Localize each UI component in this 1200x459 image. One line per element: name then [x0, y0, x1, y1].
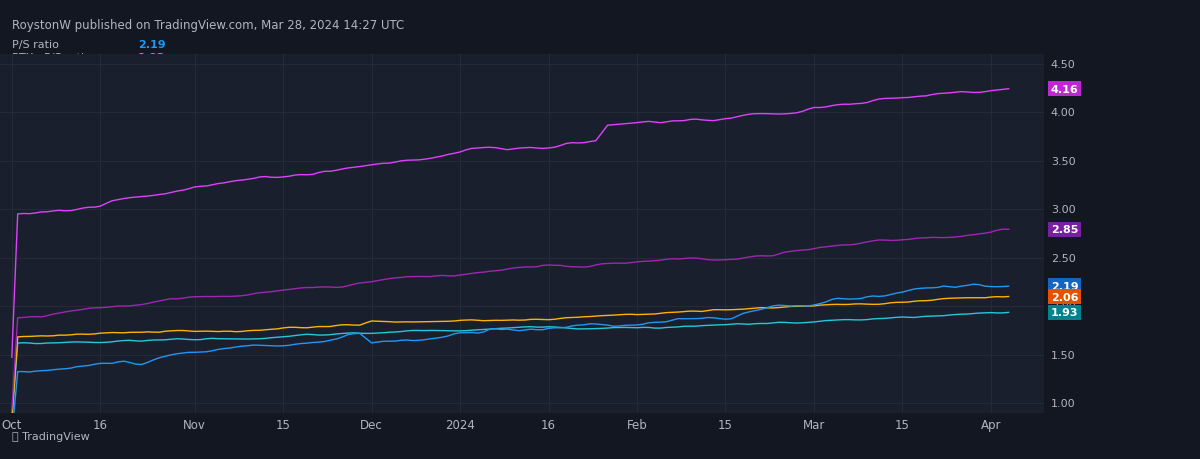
Text: P/S ratio: P/S ratio	[12, 39, 59, 50]
Text: 4.16: 4.16	[138, 93, 166, 102]
Text: 2.19: 2.19	[1051, 281, 1079, 291]
Text: 2.85: 2.85	[138, 79, 166, 90]
Text: 2.50: 2.50	[1051, 253, 1075, 263]
Text: 2.85: 2.85	[1051, 225, 1078, 235]
Text: RTX · P/S ratio: RTX · P/S ratio	[12, 53, 91, 63]
Text: 1.50: 1.50	[1051, 350, 1075, 360]
Text: 3.00: 3.00	[1051, 205, 1075, 215]
Text: RoystonW published on TradingView.com, Mar 28, 2024 14:27 UTC: RoystonW published on TradingView.com, M…	[12, 19, 404, 32]
Text: 4.16: 4.16	[1051, 84, 1079, 95]
Text: 4.50: 4.50	[1051, 60, 1075, 70]
Text: SAF · P/S ratio: SAF · P/S ratio	[12, 93, 91, 102]
Text: 1.00: 1.00	[1051, 398, 1075, 409]
Text: 3.50: 3.50	[1051, 157, 1075, 167]
Text: 1.93: 1.93	[138, 53, 166, 63]
Text: 2.06: 2.06	[138, 66, 166, 76]
Text: 2.19: 2.19	[138, 39, 166, 50]
Text: GE · P/S ratio: GE · P/S ratio	[12, 79, 85, 90]
Text: 4.00: 4.00	[1051, 108, 1075, 118]
Text: 2.00: 2.00	[1051, 302, 1075, 312]
Text: AIR · P/S ratio: AIR · P/S ratio	[12, 66, 88, 76]
Text: 2.06: 2.06	[1051, 292, 1079, 302]
Text: 1.93: 1.93	[1051, 308, 1079, 318]
Text: 🏛 TradingView: 🏛 TradingView	[12, 431, 90, 441]
